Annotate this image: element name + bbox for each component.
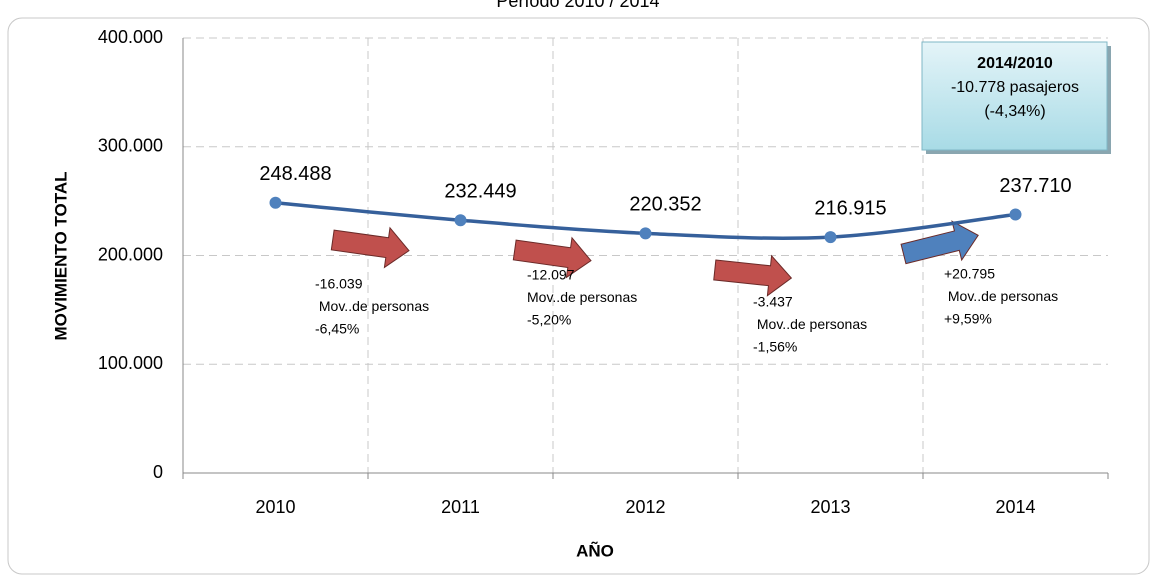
change-arrow [713,254,793,297]
data-label: 220.352 [629,194,701,216]
change-arrow [512,236,592,279]
y-tick-label: 300.000 [98,136,163,156]
x-tick-label: 2014 [995,497,1035,517]
summary-text: -10.778 pasajeros [951,79,1079,96]
summary-text: 2014/2010 [977,55,1053,72]
annotation-text: Mov..de personas [315,298,429,314]
data-label: 248.488 [259,163,331,185]
x-tick-label: 2010 [255,497,295,517]
arrow-shape [512,236,592,279]
annotation-text: -1,56% [753,339,797,355]
data-point [269,196,282,209]
annotation-text: Mov..de personas [944,288,1058,304]
annotation-text: -12.097 [527,267,575,283]
data-point [1009,208,1022,221]
change-arrow [900,220,979,265]
summary-text: (-4,34%) [984,103,1045,120]
y-tick-label: 400.000 [98,27,163,47]
chart-frame [7,17,1150,575]
y-axis-label: MOVIMIENTO TOTAL [51,171,70,340]
data-point [824,231,837,244]
annotation-text: +9,59% [944,311,992,327]
arrow-shape [713,254,793,297]
annotation-text: -3.437 [753,294,793,310]
y-tick-label: 200.000 [98,244,163,264]
x-tick-label: 2013 [810,497,850,517]
x-tick-label: 2012 [625,497,665,517]
data-label: 216.915 [814,197,886,219]
annotation-text: Mov..de personas [527,289,637,305]
x-axis-label: AÑO [576,540,614,560]
data-label: 237.710 [999,175,1071,197]
x-tick-label: 2011 [441,497,480,517]
y-tick-label: 0 [153,462,163,482]
annotation-text: -5,20% [527,312,571,328]
annotation-text: -6,45% [315,321,359,337]
annotation-text: -16.039 [315,276,363,292]
summary-box [921,41,1108,151]
arrow-shape [330,226,410,269]
annotation-text: Mov..de personas [753,316,867,332]
data-label: 232.449 [444,180,516,202]
chart-title: Período 2010 / 2014 [496,0,659,11]
data-point [454,214,467,227]
y-tick-label: 100.000 [98,353,163,373]
annotation-text: +20.795 [944,266,995,282]
data-point [639,227,652,240]
arrow-shape [900,220,979,265]
change-arrow [330,226,410,269]
